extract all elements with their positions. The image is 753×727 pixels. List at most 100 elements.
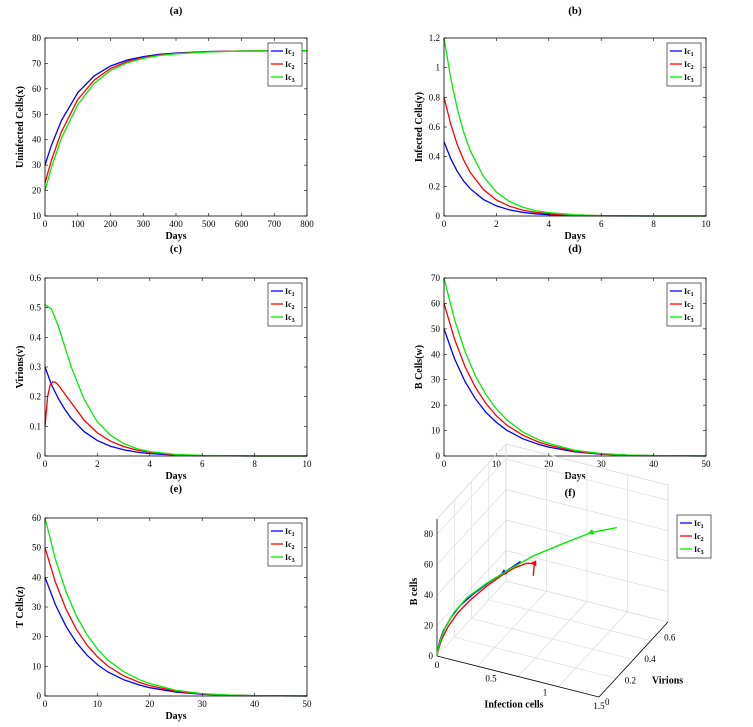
- y-tick-label: 70: [431, 273, 441, 283]
- panel-title: (b): [568, 5, 582, 17]
- x-tick-label: 0: [442, 219, 447, 229]
- x-tick-label: 40: [649, 459, 659, 469]
- x-tick-label: 10: [303, 459, 313, 469]
- legend-label-ic3: Ic3: [285, 313, 295, 324]
- axes-box: [443, 277, 707, 457]
- legend-label-ic1: Ic1: [285, 287, 295, 298]
- y-tick-label: 0.3: [30, 362, 42, 372]
- z-tick-label: 0: [429, 651, 434, 661]
- legend-subscript: 2: [292, 305, 295, 311]
- y-tick-label: 40: [32, 572, 42, 582]
- y-tick-label: 70: [32, 58, 42, 68]
- x-tick-label: 6: [599, 219, 604, 229]
- x-tick-label: 4: [148, 459, 153, 469]
- panel-b: (b) 0 2 4 6 8 10 0 0.2 0.4 0.6 0.8 1 1.2 Days Infected …: [414, 5, 711, 242]
- y-tick-label: 0.1: [30, 421, 41, 431]
- series-line-ic2: [44, 547, 308, 697]
- x-tick-label: 800: [300, 219, 314, 229]
- x-tick-label: 10: [93, 699, 103, 709]
- series-line-ic3: [443, 277, 707, 457]
- series-line-ic2: [443, 97, 706, 217]
- x-tick-label: 100: [71, 219, 85, 229]
- y-tick-label: 0.6: [429, 122, 441, 132]
- x-tick-label: 8: [651, 219, 656, 229]
- x-tick-label: 400: [169, 219, 183, 229]
- panel-c: (c) 0 2 4 6 8 10 0 0.1 0.2 0.3 0.4 0.5 0.6 Days Virions…: [15, 243, 312, 482]
- x-tick-label: 50: [702, 459, 712, 469]
- x-tick-label: 700: [268, 219, 282, 229]
- y-tick-label: 50: [32, 543, 42, 553]
- y-axis-line: [598, 621, 669, 698]
- legend-label-ic3: Ic3: [694, 545, 704, 556]
- legend-subscript: 2: [292, 65, 295, 71]
- panel-a: (a) 0 100 200 300 400 500 600 700 800 10 20 30 40 50 60…: [15, 5, 314, 242]
- y-tick-label: 50: [32, 109, 42, 119]
- x-tick-label: 0: [43, 219, 48, 229]
- x-tick-label: 4: [547, 219, 552, 229]
- x-tick-label: 600: [235, 219, 249, 229]
- z-axis-label: B cells: [409, 578, 420, 606]
- legend-subscript: 1: [292, 532, 295, 538]
- grid-line: [436, 443, 507, 520]
- x-axis-label: Days: [165, 471, 186, 482]
- series-line-ic3: [44, 304, 307, 457]
- y-tick-label: 30: [32, 160, 42, 170]
- legend-label-ic2: Ic2: [285, 300, 295, 311]
- z-tick-label: 80: [424, 529, 434, 539]
- series-line-ic1: [436, 560, 521, 657]
- y-tick-label: 0.2: [625, 676, 636, 686]
- x-tick-label: 2: [95, 459, 100, 469]
- x-tick-label: 0: [43, 699, 48, 709]
- series-line-ic3: [44, 517, 308, 697]
- z-tick-label: 40: [424, 590, 434, 600]
- legend-label-ic2: Ic2: [285, 540, 295, 551]
- x-tick-label: 40: [250, 699, 260, 709]
- y-axis-label: Virions: [652, 676, 683, 687]
- direction-arrow-ic3: [587, 529, 595, 535]
- x-tick-label: 300: [137, 219, 151, 229]
- x-axis-label: Days: [165, 711, 186, 722]
- grid-line: [558, 611, 628, 687]
- legend-subscript: 2: [701, 537, 704, 543]
- x-tick-label: 10: [702, 219, 712, 229]
- series-line-ic1: [443, 328, 707, 457]
- grid-line: [488, 599, 651, 642]
- x-tick-label: 50: [303, 699, 313, 709]
- y-tick-label: 60: [431, 298, 441, 308]
- legend-label-ic1: Ic1: [285, 47, 295, 58]
- legend-subscript: 1: [691, 52, 694, 58]
- panel-title: (a): [170, 5, 183, 17]
- x-axis-label: Days: [165, 231, 186, 242]
- x-tick-label: 20: [145, 699, 155, 709]
- series-line-ic3: [443, 37, 706, 217]
- y-tick-label: 80: [32, 33, 42, 43]
- y-tick-label: 20: [32, 632, 42, 642]
- legend-label-ic1: Ic1: [285, 527, 295, 538]
- series-line-ic2: [44, 381, 307, 457]
- legend-subscript: 3: [691, 318, 694, 324]
- x-tick-label: 0.5: [485, 674, 497, 684]
- panel-title: (c): [170, 243, 183, 255]
- legend-label-ic1: Ic1: [684, 287, 694, 298]
- y-tick-label: 0.4: [429, 152, 441, 162]
- legend-subscript: 1: [691, 292, 694, 298]
- y-tick-label: 0: [37, 691, 42, 701]
- y-axis-label: Infected Cells(y): [414, 92, 425, 162]
- legend-subscript: 3: [691, 78, 694, 84]
- series-line-ic1: [44, 577, 308, 697]
- z-tick-label: 60: [424, 560, 434, 570]
- y-tick-label: 30: [431, 375, 441, 385]
- series-line-ic3: [436, 526, 618, 657]
- panel-title: (e): [170, 483, 183, 495]
- legend-subscript: 3: [292, 318, 295, 324]
- y-tick-label: 60: [32, 84, 42, 94]
- y-tick-label: 0.6: [30, 273, 42, 283]
- x-tick-label: 0: [442, 459, 447, 469]
- y-tick-label: 0: [436, 211, 441, 221]
- y-tick-label: 10: [32, 661, 42, 671]
- y-axis-label: T Cells(z): [15, 586, 26, 627]
- y-tick-label: 0.2: [30, 392, 41, 402]
- y-tick-label: 0.4: [644, 654, 656, 664]
- x-tick-label: 1.5: [593, 701, 605, 711]
- x-tick-label: 6: [200, 459, 205, 469]
